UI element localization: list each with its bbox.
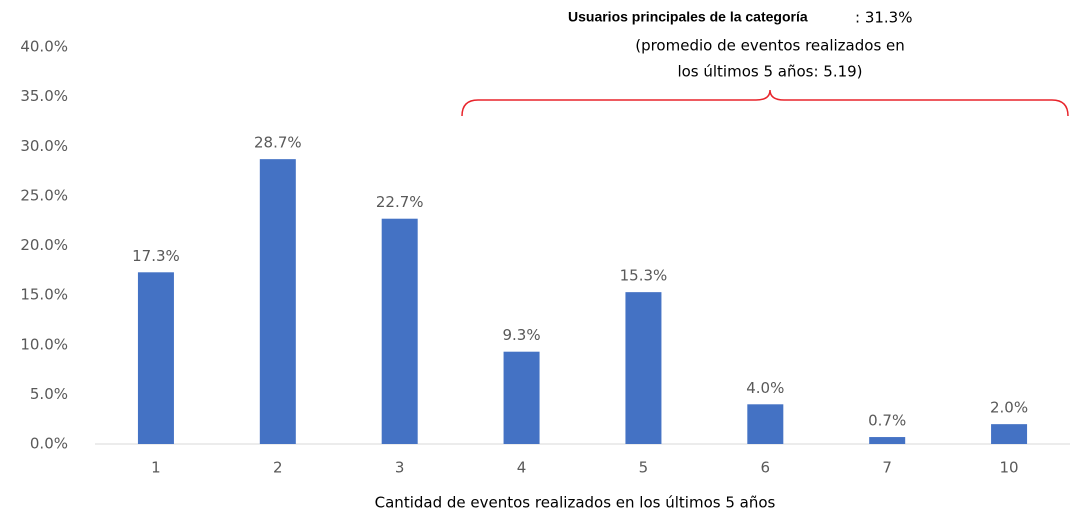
x-tick-label: 1 (151, 459, 161, 477)
x-tick-label: 3 (395, 459, 405, 477)
x-tick-label: 6 (761, 459, 771, 477)
x-axis-label: Cantidad de eventos realizados en los úl… (375, 494, 776, 512)
annotation-line: (promedio de eventos realizados en (635, 37, 905, 55)
y-tick-label: 35.0% (20, 87, 68, 105)
x-tick-label: 10 (1000, 459, 1019, 477)
data-label: 4.0% (746, 379, 784, 397)
data-label: 9.3% (503, 326, 541, 344)
y-tick-label: 25.0% (20, 186, 68, 204)
bar (991, 424, 1028, 444)
data-label: 28.7% (254, 134, 302, 152)
bar (869, 437, 906, 444)
bar (381, 218, 418, 444)
data-label: 0.7% (868, 412, 906, 430)
bar (137, 272, 174, 444)
data-label: 17.3% (132, 247, 180, 265)
bar (625, 292, 662, 444)
y-tick-label: 40.0% (20, 38, 68, 56)
bracket (461, 89, 1069, 117)
bar (259, 159, 296, 444)
x-tick-label: 4 (517, 459, 527, 477)
y-tick-label: 10.0% (20, 335, 68, 353)
data-label: 22.7% (376, 193, 424, 211)
annotation-line: los últimos 5 años: 5.19) (677, 63, 862, 81)
y-tick-label: 5.0% (30, 385, 68, 403)
x-tick-label: 7 (882, 459, 892, 477)
x-tick-label: 5 (639, 459, 649, 477)
data-label: 2.0% (990, 399, 1028, 417)
x-tick-label: 2 (273, 459, 283, 477)
data-label: 15.3% (620, 267, 668, 285)
y-tick-label: 20.0% (20, 236, 68, 254)
annotation-title: Usuarios principales de la categoría (568, 9, 808, 25)
y-tick-label: 30.0% (20, 137, 68, 155)
bar (747, 404, 784, 444)
y-tick-label: 0.0% (30, 435, 68, 453)
annotation-share: : 31.3% (855, 9, 912, 27)
y-tick-label: 15.0% (20, 286, 68, 304)
bar (503, 351, 540, 444)
